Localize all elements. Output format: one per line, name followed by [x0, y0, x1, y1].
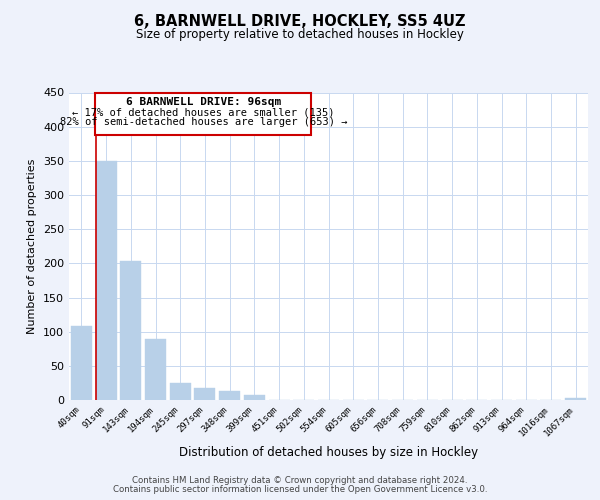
Bar: [565, 398, 586, 400]
Text: Contains HM Land Registry data © Crown copyright and database right 2024.: Contains HM Land Registry data © Crown c…: [132, 476, 468, 485]
Bar: [145, 338, 166, 400]
Text: 6 BARNWELL DRIVE: 96sqm: 6 BARNWELL DRIVE: 96sqm: [125, 98, 281, 108]
Bar: [194, 388, 215, 400]
Y-axis label: Number of detached properties: Number of detached properties: [28, 158, 37, 334]
Bar: [244, 394, 265, 400]
Text: 6, BARNWELL DRIVE, HOCKLEY, SS5 4UZ: 6, BARNWELL DRIVE, HOCKLEY, SS5 4UZ: [134, 14, 466, 29]
Bar: [95, 161, 116, 400]
X-axis label: Distribution of detached houses by size in Hockley: Distribution of detached houses by size …: [179, 446, 478, 459]
Bar: [71, 326, 92, 400]
Bar: [120, 262, 141, 400]
Bar: [170, 383, 191, 400]
Text: Size of property relative to detached houses in Hockley: Size of property relative to detached ho…: [136, 28, 464, 41]
Text: Contains public sector information licensed under the Open Government Licence v3: Contains public sector information licen…: [113, 485, 487, 494]
Bar: [219, 391, 240, 400]
FancyBboxPatch shape: [95, 92, 311, 135]
Text: ← 17% of detached houses are smaller (135): ← 17% of detached houses are smaller (13…: [72, 108, 335, 118]
Text: 82% of semi-detached houses are larger (653) →: 82% of semi-detached houses are larger (…: [59, 117, 347, 127]
